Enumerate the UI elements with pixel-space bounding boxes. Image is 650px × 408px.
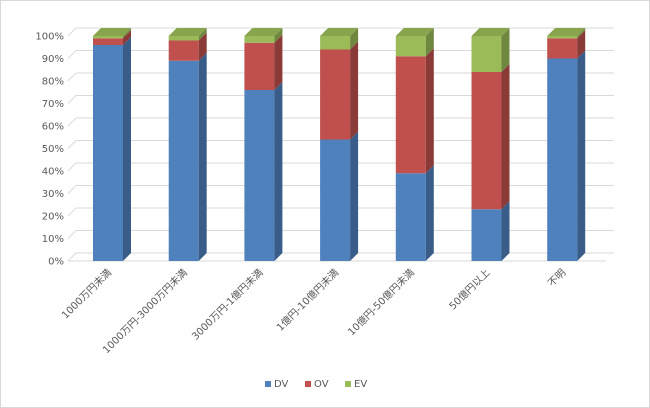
bar-ov xyxy=(547,38,578,59)
y-tick-label: 90% xyxy=(42,54,64,65)
bar-group-1 xyxy=(93,28,131,261)
bar-ov xyxy=(168,40,199,61)
gridline-depth xyxy=(67,50,77,59)
bar-group-5 xyxy=(395,28,434,261)
y-tick-label: 10% xyxy=(42,234,64,245)
bar-dv xyxy=(244,90,275,261)
bar-ev xyxy=(320,36,351,50)
gridline-depth xyxy=(67,207,77,217)
bar-ov-side xyxy=(123,30,131,45)
bar-dv-side xyxy=(198,52,207,261)
bar-ev-top xyxy=(320,28,359,36)
bar-ev-side xyxy=(350,28,359,50)
y-tick-label: 60% xyxy=(42,122,64,133)
bar-ov-side xyxy=(577,30,586,59)
x-tick-label: 不明 xyxy=(546,267,569,290)
bar-dv-side xyxy=(274,82,283,261)
bar-dv-side xyxy=(123,37,131,261)
bar-ov xyxy=(244,42,275,90)
bar-ov-side xyxy=(501,64,510,210)
bar-ev-top xyxy=(93,28,131,36)
legend-label-ov: OV xyxy=(314,379,329,390)
gridline-depth xyxy=(67,162,77,172)
y-tick-label: 50% xyxy=(42,144,64,155)
x-tick-label: 1億円-10億円未満 xyxy=(274,266,342,334)
gridline-depth xyxy=(67,230,77,239)
gridline-depth xyxy=(67,140,77,149)
bar-ev-top xyxy=(168,28,207,36)
legend-swatch-ev xyxy=(345,381,351,387)
bar-dv xyxy=(320,139,351,261)
gridline-depth xyxy=(67,185,77,194)
y-tick-label: 30% xyxy=(42,189,64,200)
bar-ev xyxy=(395,36,426,57)
x-tick-label: 10億円-50億円未満 xyxy=(345,266,417,338)
bar-ev xyxy=(244,36,275,43)
bar-ov-side xyxy=(350,41,359,140)
legend-label-dv: DV xyxy=(274,379,289,390)
y-tick-label: 0% xyxy=(48,257,64,268)
x-tick-label: 3000万円-1億円未満 xyxy=(189,266,266,343)
bar-dv xyxy=(471,209,502,261)
bar-ev-side xyxy=(577,28,586,39)
gridline-depth xyxy=(67,95,77,104)
legend-swatch-ov xyxy=(305,381,311,387)
bar-dv xyxy=(547,58,578,261)
bar-ev-side xyxy=(501,28,510,72)
bar-ov xyxy=(320,49,351,140)
bar-ov xyxy=(395,56,426,174)
bar-dv xyxy=(395,173,426,261)
bar-dv xyxy=(93,45,123,261)
bars-layer xyxy=(93,28,586,261)
bar-ov-side xyxy=(274,34,283,90)
bar-ev-top xyxy=(395,28,434,36)
bar-group-7 xyxy=(547,28,586,261)
x-tick-label: 50億円以上 xyxy=(446,266,492,312)
gridline-depth xyxy=(67,72,77,82)
legend: DV OV EV xyxy=(265,379,367,390)
y-tick-label: 80% xyxy=(42,77,64,88)
gridline-depth xyxy=(67,117,77,127)
bar-ev-top xyxy=(244,28,283,36)
bar-dv xyxy=(168,60,199,261)
bar-ev-side xyxy=(198,28,207,41)
bar-dv-side xyxy=(425,165,434,261)
y-tick-label: 100% xyxy=(35,32,64,43)
y-tick-label: 20% xyxy=(42,212,64,223)
bar-ev-side xyxy=(425,28,434,57)
y-tick-label: 40% xyxy=(42,167,64,178)
legend-swatch-dv xyxy=(265,381,271,387)
bar-dv-side xyxy=(350,131,359,261)
y-tick-label: 70% xyxy=(42,99,64,110)
bar-ev xyxy=(471,36,502,72)
gridline-depth xyxy=(67,252,77,262)
x-tick-label: 1000万円-3000万円未満 xyxy=(100,267,189,356)
bar-dv-side xyxy=(501,201,510,261)
bar-group-4 xyxy=(320,28,359,261)
bar-ev-top xyxy=(547,28,586,36)
y-axis: 0% 10% 20% 30% 40% 50% 60% 70% 80% 90% 100% xyxy=(35,32,64,268)
bar-ov-side xyxy=(425,48,434,174)
x-tick-label: 1000万円未満 xyxy=(59,267,114,322)
bar-group-2 xyxy=(168,28,207,261)
bar-ev-side xyxy=(123,28,131,39)
bar-ov xyxy=(471,72,502,210)
legend-label-ev: EV xyxy=(354,379,367,390)
bar-ev-side xyxy=(274,28,283,43)
gridline-depth xyxy=(67,27,77,37)
bar-group-6 xyxy=(471,28,510,261)
bar-group-3 xyxy=(244,28,283,261)
bar-ev xyxy=(168,36,199,41)
bar-ev xyxy=(93,36,123,39)
bar-ov xyxy=(93,38,123,45)
bar-ov-side xyxy=(198,32,207,61)
bar-ev-top xyxy=(471,28,510,36)
bar-ev xyxy=(547,36,578,39)
bar-dv-side xyxy=(577,50,586,261)
